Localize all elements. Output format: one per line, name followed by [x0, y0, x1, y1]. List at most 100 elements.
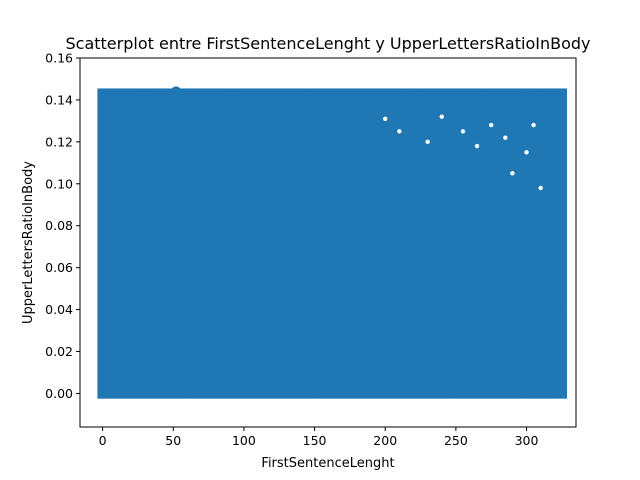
scatter-point [134, 120, 145, 132]
scatter-point [282, 215, 294, 226]
scatter-point [419, 189, 430, 201]
scatter-point [166, 172, 177, 184]
scatter-point [556, 337, 567, 349]
scatter-point [431, 106, 442, 118]
sparse-gap [503, 135, 508, 140]
scatter-point [200, 284, 212, 295]
scatter-point [220, 124, 232, 136]
scatter-point [302, 122, 314, 133]
scatter-point [467, 98, 479, 110]
scatter-point [535, 90, 546, 101]
scatter-point [101, 111, 113, 122]
scatter-point [535, 100, 546, 112]
scatter-point [108, 126, 119, 137]
scatter-point [138, 103, 149, 115]
scatter-point [556, 241, 568, 252]
scatter-point [320, 387, 331, 399]
scatter-point [374, 283, 385, 294]
scatter-point [176, 345, 188, 356]
scatter-point [372, 94, 384, 106]
x-tick-label: 100 [232, 433, 256, 448]
x-tick-label: 250 [444, 433, 468, 448]
plot-area [97, 86, 568, 399]
scatter-point [257, 254, 268, 265]
scatter-point [454, 332, 466, 343]
scatter-point [387, 271, 398, 282]
scatter-point [278, 356, 289, 367]
scatter-point [159, 357, 170, 368]
sparse-gap [538, 185, 543, 191]
scatter-point [450, 388, 462, 399]
scatter-point [108, 92, 120, 104]
scatter-point [160, 378, 171, 390]
scatter-point [228, 170, 239, 182]
scatter-point [430, 285, 442, 296]
scatter-point [434, 244, 446, 256]
scatter-point [149, 126, 160, 137]
scatter-point [250, 237, 262, 248]
scatter-point [451, 141, 463, 153]
scatter-point [250, 205, 261, 216]
scatter-point [547, 247, 559, 258]
x-axis-label: FirstSentenceLenght [261, 456, 394, 471]
scatter-point [524, 104, 536, 115]
y-tick-label: 0.02 [45, 344, 73, 359]
scatter-point [555, 229, 566, 240]
scatter-point [428, 192, 439, 203]
scatter-point [163, 289, 174, 301]
scatter-point [216, 320, 227, 332]
scatter-point [450, 266, 461, 277]
scatter-point [309, 388, 320, 399]
scatter-point [507, 104, 518, 115]
y-axis-label: UpperLettersRatioInBody [21, 161, 36, 324]
scatter-point [474, 353, 486, 365]
scatter-point [432, 139, 444, 151]
scatter-point [184, 223, 195, 235]
scatter-point [153, 325, 165, 336]
scatter-point [464, 273, 475, 285]
scatter-point [528, 226, 540, 237]
scatter-point [242, 113, 253, 124]
scatter-point [513, 116, 525, 127]
scatter-point [340, 219, 352, 231]
scatter-point [115, 126, 126, 137]
scatter-point [552, 376, 563, 387]
y-axis: 0.00 0.02 0.04 0.06 0.08 0.10 0.12 0.14 0.16 [45, 51, 80, 401]
sparse-gap [489, 122, 494, 128]
scatter-point [269, 236, 281, 247]
scatter-point [446, 202, 458, 213]
scatter-point [97, 199, 108, 210]
scatter-point [427, 274, 439, 286]
scatter-point [407, 100, 419, 111]
y-tick-label: 0.16 [45, 51, 73, 66]
scatter-point [511, 249, 523, 261]
scatter-point [199, 104, 211, 116]
scatter-point [236, 156, 247, 167]
y-tick-label: 0.14 [45, 92, 73, 107]
scatter-point [253, 225, 264, 236]
scatter-point [104, 335, 115, 347]
scatter-point [384, 99, 396, 111]
scatter-point [419, 175, 430, 186]
scatter-point [295, 88, 306, 99]
scatter-point [291, 159, 302, 170]
scatter-point [156, 346, 168, 357]
scatter-point [542, 332, 554, 344]
scatter-point [147, 235, 158, 247]
scatter-point [158, 130, 169, 142]
scatter-point [158, 179, 170, 190]
scatter-point [542, 111, 553, 122]
scatter-point [397, 365, 408, 376]
scatter-point [550, 307, 562, 319]
scatter-point [538, 374, 549, 386]
scatter-point [349, 272, 360, 283]
scatter-point [365, 125, 376, 136]
scatter-point [423, 322, 435, 334]
scatter-point [345, 91, 356, 102]
scatter-point [538, 358, 550, 369]
scatter-point [211, 370, 223, 382]
scatter-point [539, 140, 551, 152]
scatter-point [546, 235, 557, 246]
scatter-point [187, 297, 199, 309]
